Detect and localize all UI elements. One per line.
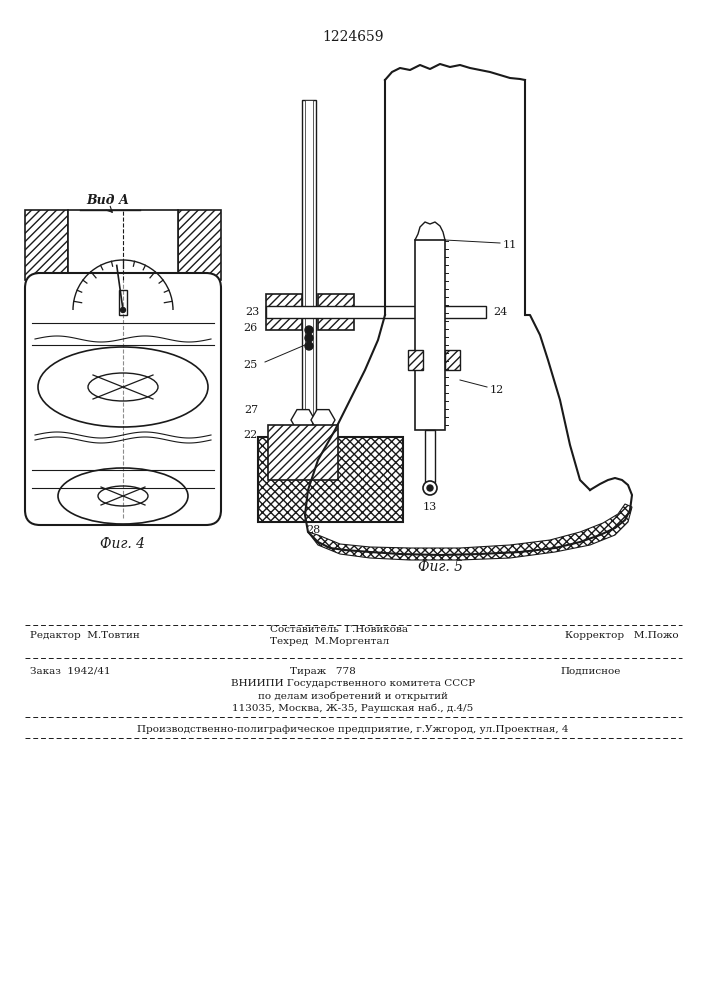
Bar <box>258 437 403 522</box>
Text: 113035, Москва, Ж-35, Раушская наб., д.4/5: 113035, Москва, Ж-35, Раушская наб., д.4… <box>233 703 474 713</box>
Circle shape <box>120 308 126 312</box>
Text: 23: 23 <box>246 307 260 317</box>
Bar <box>305 100 313 437</box>
Polygon shape <box>308 504 632 560</box>
Circle shape <box>423 305 437 319</box>
Text: Редактор  М.Товтин: Редактор М.Товтин <box>30 632 140 641</box>
Bar <box>445 350 460 370</box>
Circle shape <box>305 334 313 342</box>
Bar <box>178 210 221 280</box>
Ellipse shape <box>38 347 208 427</box>
Text: Тираж   778: Тираж 778 <box>290 666 356 676</box>
Ellipse shape <box>98 486 148 506</box>
Text: 1224659: 1224659 <box>322 30 384 44</box>
Bar <box>268 425 338 480</box>
Bar <box>415 240 445 430</box>
Circle shape <box>427 485 433 491</box>
Circle shape <box>305 326 313 334</box>
Text: 26: 26 <box>244 323 258 333</box>
Bar <box>408 350 423 370</box>
Circle shape <box>423 481 437 495</box>
Bar <box>302 100 316 437</box>
Text: Фиг. 5: Фиг. 5 <box>418 560 462 574</box>
Text: 22: 22 <box>244 430 258 440</box>
Circle shape <box>428 310 432 314</box>
Text: 25: 25 <box>244 360 258 370</box>
Text: Техред  М.Моргентал: Техред М.Моргентал <box>270 638 390 647</box>
Text: 27: 27 <box>244 405 258 415</box>
Bar <box>318 294 354 330</box>
Bar <box>68 210 178 280</box>
Ellipse shape <box>88 373 158 401</box>
Text: Заказ  1942/41: Заказ 1942/41 <box>30 666 110 676</box>
Bar <box>266 294 302 330</box>
Text: 12: 12 <box>490 385 504 395</box>
Bar <box>25 210 68 280</box>
Text: Подписное: Подписное <box>560 666 620 676</box>
Ellipse shape <box>58 468 188 524</box>
Text: ВНИИПИ Государственного комитета СССР: ВНИИПИ Государственного комитета СССР <box>231 680 475 688</box>
Bar <box>266 306 486 318</box>
FancyBboxPatch shape <box>25 273 221 525</box>
Text: Корректор   М.Пожо: Корректор М.Пожо <box>566 632 679 641</box>
Text: Вид А: Вид А <box>86 194 129 207</box>
Text: по делам изобретений и открытий: по делам изобретений и открытий <box>258 691 448 701</box>
Text: 11: 11 <box>503 240 518 250</box>
Bar <box>425 430 435 482</box>
Text: Фиг. 4: Фиг. 4 <box>100 537 146 551</box>
Text: 28: 28 <box>306 525 320 535</box>
Circle shape <box>305 342 313 350</box>
Bar <box>119 290 127 315</box>
Text: 13: 13 <box>423 502 437 512</box>
Text: Составитель  Г.Новикова: Составитель Г.Новикова <box>270 624 408 634</box>
Text: 24: 24 <box>493 307 507 317</box>
Text: Производственно-полиграфическое предприятие, г.Ужгород, ул.Проектная, 4: Производственно-полиграфическое предприя… <box>137 724 568 734</box>
